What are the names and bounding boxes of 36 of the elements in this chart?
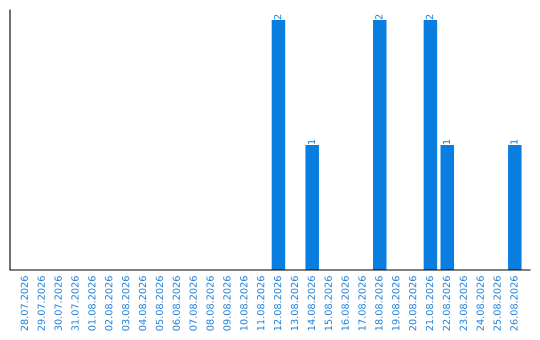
x-tick-label: 15.08.2026 xyxy=(324,276,332,330)
x-tick-label: 18.08.2026 xyxy=(375,276,383,330)
x-tick-label: 16.08.2026 xyxy=(341,276,349,330)
x-tick-label: 13.08.2026 xyxy=(290,276,298,330)
x-tick-label: 17.08.2026 xyxy=(358,276,366,330)
x-tick-label: 04.08.2026 xyxy=(138,276,146,331)
data-label: 1 xyxy=(510,140,518,144)
x-tick-label: 06.08.2026 xyxy=(172,276,180,331)
x-tick-label: 03.08.2026 xyxy=(122,276,130,331)
x-tick-label: 22.08.2026 xyxy=(442,276,450,331)
x-tick-label: 08.08.2026 xyxy=(206,276,214,331)
x-tick-label: 30.07.2026 xyxy=(54,276,62,330)
x-tick-label: 21.08.2026 xyxy=(426,276,434,331)
x-tick-label: 19.08.2026 xyxy=(392,276,400,330)
x-tick-label: 09.08.2026 xyxy=(223,276,231,331)
x-tick-label: 07.08.2026 xyxy=(189,276,197,331)
x-tick-label: 20.08.2026 xyxy=(408,276,416,331)
x-tick-label: 31.07.2026 xyxy=(71,276,79,330)
x-tick-label: 10.08.2026 xyxy=(240,276,248,330)
x-tick-label: 25.08.2026 xyxy=(493,276,501,331)
data-label: 1 xyxy=(442,140,450,144)
x-tick-label: 28.07.2026 xyxy=(20,276,28,331)
x-tick-label: 29.07.2026 xyxy=(38,276,45,331)
x-tick-label: 14.08.2026 xyxy=(308,276,316,330)
x-tick-label: 02.08.2026 xyxy=(105,276,112,331)
data-label: 2 xyxy=(375,14,382,20)
x-tick-label: 12.08.2026 xyxy=(274,276,282,330)
x-tick-label: 26.08.2026 xyxy=(510,276,518,331)
x-tick-label: 05.08.2026 xyxy=(156,276,164,331)
x-tick-label: 01.08.2026 xyxy=(88,276,96,331)
x-tick-label: 11.08.2026 xyxy=(257,276,264,330)
data-label: 2 xyxy=(426,14,434,20)
data-label: 2 xyxy=(274,14,282,20)
x-tick-label: 23.08.2026 xyxy=(460,276,467,331)
x-tick-label: 24.08.2026 xyxy=(476,276,484,331)
data-label: 1 xyxy=(308,140,315,144)
